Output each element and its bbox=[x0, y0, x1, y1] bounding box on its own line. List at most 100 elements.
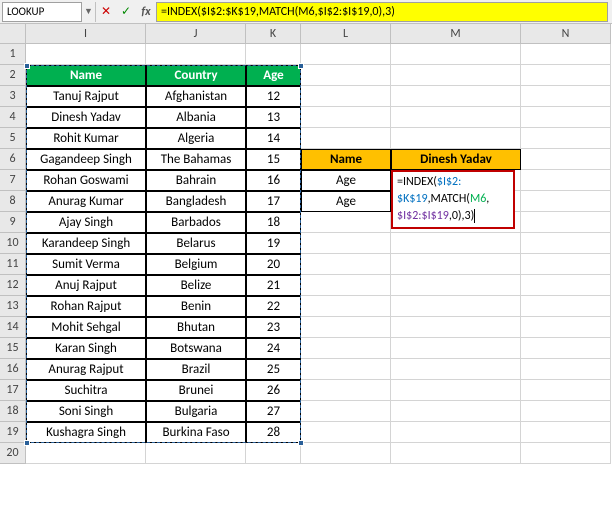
cell[interactable] bbox=[391, 65, 521, 86]
cell[interactable] bbox=[301, 254, 391, 275]
cell[interactable] bbox=[521, 380, 611, 401]
table-cell-age[interactable]: 17 bbox=[246, 191, 301, 212]
lookup-name-value[interactable]: Dinesh Yadav bbox=[391, 149, 521, 170]
cell[interactable] bbox=[521, 44, 611, 65]
cell[interactable] bbox=[301, 338, 391, 359]
cell[interactable] bbox=[246, 44, 301, 65]
table-header-age[interactable]: Age bbox=[246, 65, 301, 86]
cell[interactable] bbox=[26, 44, 146, 65]
fx-icon[interactable]: fx bbox=[136, 2, 156, 22]
col-header-n[interactable]: N bbox=[521, 24, 611, 44]
table-cell-name[interactable]: Gagandeep Singh bbox=[26, 149, 146, 170]
row-header[interactable]: 16 bbox=[0, 359, 26, 380]
cell[interactable] bbox=[301, 422, 391, 443]
col-header-l[interactable]: L bbox=[301, 24, 391, 44]
row-header[interactable]: 1 bbox=[0, 44, 26, 65]
row-header[interactable]: 5 bbox=[0, 128, 26, 149]
row-header[interactable]: 19 bbox=[0, 422, 26, 443]
table-cell-age[interactable]: 24 bbox=[246, 338, 301, 359]
cell[interactable] bbox=[391, 233, 521, 254]
table-cell-country[interactable]: Algeria bbox=[146, 128, 246, 149]
table-cell-country[interactable]: Albania bbox=[146, 107, 246, 128]
row-header[interactable]: 17 bbox=[0, 380, 26, 401]
row-header[interactable]: 20 bbox=[0, 443, 26, 464]
cell[interactable] bbox=[391, 401, 521, 422]
table-cell-country[interactable]: Brunei bbox=[146, 380, 246, 401]
cell[interactable] bbox=[391, 44, 521, 65]
table-cell-country[interactable]: Belgium bbox=[146, 254, 246, 275]
table-cell-name[interactable]: Ajay Singh bbox=[26, 212, 146, 233]
table-cell-country[interactable]: Bulgaria bbox=[146, 401, 246, 422]
cell[interactable] bbox=[521, 149, 611, 170]
cell[interactable] bbox=[301, 380, 391, 401]
table-cell-country[interactable]: The Bahamas bbox=[146, 149, 246, 170]
table-cell-country[interactable]: Benin bbox=[146, 296, 246, 317]
table-cell-country[interactable]: Botswana bbox=[146, 338, 246, 359]
cell[interactable] bbox=[301, 401, 391, 422]
row-header[interactable]: 9 bbox=[0, 212, 26, 233]
cell[interactable] bbox=[391, 275, 521, 296]
cell[interactable] bbox=[391, 422, 521, 443]
cell[interactable] bbox=[146, 443, 246, 464]
col-header-k[interactable]: K bbox=[246, 24, 301, 44]
table-cell-age[interactable]: 25 bbox=[246, 359, 301, 380]
table-cell-name[interactable]: Rohan Goswami bbox=[26, 170, 146, 191]
row-header[interactable]: 3 bbox=[0, 86, 26, 107]
cell[interactable] bbox=[301, 86, 391, 107]
cell[interactable] bbox=[521, 254, 611, 275]
cell[interactable] bbox=[521, 359, 611, 380]
table-cell-country[interactable]: Bangladesh bbox=[146, 191, 246, 212]
row-header[interactable]: 13 bbox=[0, 296, 26, 317]
table-cell-age[interactable]: 20 bbox=[246, 254, 301, 275]
table-cell-country[interactable]: Bhutan bbox=[146, 317, 246, 338]
spreadsheet-grid[interactable]: I J K L M N 1 2 Name Country Age 3Tanuj … bbox=[0, 24, 612, 464]
cell[interactable] bbox=[391, 107, 521, 128]
cell[interactable] bbox=[301, 212, 391, 233]
cell[interactable] bbox=[521, 317, 611, 338]
cell[interactable] bbox=[521, 212, 611, 233]
cell[interactable] bbox=[26, 443, 146, 464]
table-cell-age[interactable]: 18 bbox=[246, 212, 301, 233]
table-cell-age[interactable]: 22 bbox=[246, 296, 301, 317]
row-header[interactable]: 8 bbox=[0, 191, 26, 212]
table-cell-name[interactable]: Anurag Rajput bbox=[26, 359, 146, 380]
col-header-m[interactable]: M bbox=[391, 24, 521, 44]
row-header[interactable]: 11 bbox=[0, 254, 26, 275]
row-header[interactable]: 15 bbox=[0, 338, 26, 359]
table-cell-age[interactable]: 27 bbox=[246, 401, 301, 422]
table-cell-country[interactable]: Burkina Faso bbox=[146, 422, 246, 443]
lookup-age-label[interactable]: Age bbox=[301, 170, 391, 191]
cell[interactable] bbox=[521, 86, 611, 107]
cell[interactable] bbox=[391, 380, 521, 401]
table-cell-name[interactable]: Rohit Kumar bbox=[26, 128, 146, 149]
row-header[interactable]: 7 bbox=[0, 170, 26, 191]
row-header[interactable]: 6 bbox=[0, 149, 26, 170]
cell[interactable] bbox=[301, 296, 391, 317]
cell[interactable] bbox=[391, 296, 521, 317]
name-box[interactable]: LOOKUP bbox=[2, 2, 82, 22]
table-cell-name[interactable]: Mohit Sehgal bbox=[26, 317, 146, 338]
cell[interactable] bbox=[301, 317, 391, 338]
cell[interactable] bbox=[301, 107, 391, 128]
cell[interactable] bbox=[521, 128, 611, 149]
table-cell-country[interactable]: Belize bbox=[146, 275, 246, 296]
cell[interactable] bbox=[246, 443, 301, 464]
table-cell-name[interactable]: Dinesh Yadav bbox=[26, 107, 146, 128]
cell[interactable] bbox=[391, 338, 521, 359]
row-header[interactable]: 10 bbox=[0, 233, 26, 254]
table-cell-age[interactable]: 13 bbox=[246, 107, 301, 128]
cell[interactable] bbox=[521, 191, 611, 212]
lookup-name-label[interactable]: Name bbox=[301, 149, 391, 170]
table-cell-name[interactable]: Karandeep Singh bbox=[26, 233, 146, 254]
cell[interactable] bbox=[301, 44, 391, 65]
cell[interactable] bbox=[521, 422, 611, 443]
table-cell-name[interactable]: Tanuj Rajput bbox=[26, 86, 146, 107]
cell[interactable] bbox=[391, 359, 521, 380]
table-header-country[interactable]: Country bbox=[146, 65, 246, 86]
col-header-j[interactable]: J bbox=[146, 24, 246, 44]
table-cell-country[interactable]: Brazil bbox=[146, 359, 246, 380]
table-cell-age[interactable]: 26 bbox=[246, 380, 301, 401]
table-cell-age[interactable]: 23 bbox=[246, 317, 301, 338]
col-header-i[interactable]: I bbox=[26, 24, 146, 44]
table-cell-name[interactable]: Anuj Rajput bbox=[26, 275, 146, 296]
